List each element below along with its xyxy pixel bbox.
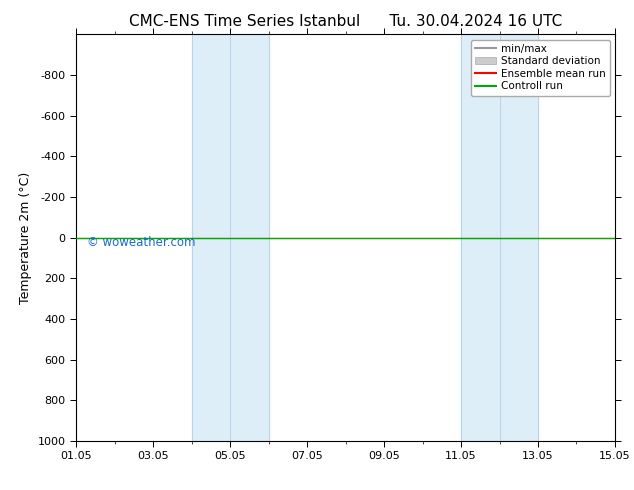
Bar xyxy=(191,34,269,441)
Bar xyxy=(461,34,538,441)
Y-axis label: Temperature 2m (°C): Temperature 2m (°C) xyxy=(19,172,32,304)
Text: © woweather.com: © woweather.com xyxy=(87,236,195,248)
Title: CMC-ENS Time Series Istanbul      Tu. 30.04.2024 16 UTC: CMC-ENS Time Series Istanbul Tu. 30.04.2… xyxy=(129,14,562,29)
Legend: min/max, Standard deviation, Ensemble mean run, Controll run: min/max, Standard deviation, Ensemble me… xyxy=(470,40,610,96)
